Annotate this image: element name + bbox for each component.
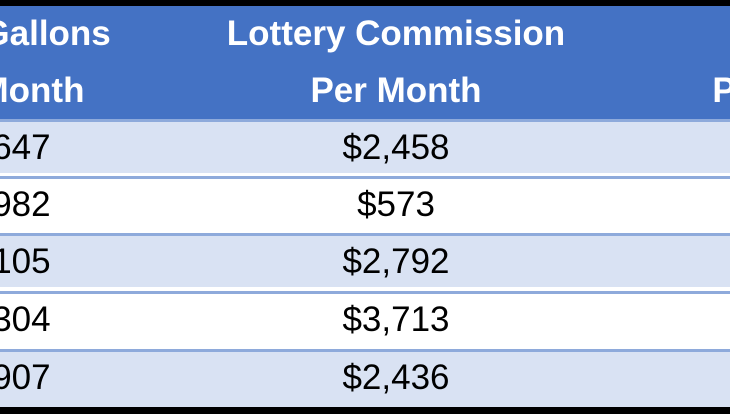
header-third-line1: B (610, 6, 730, 62)
cell-commission: $2,436 (342, 358, 450, 397)
table-header: e Gallons Month Lottery Commission Per M… (0, 6, 730, 119)
cell-gallons: 1,907 (0, 358, 51, 397)
table-row: 1,105 $2,792 (0, 233, 730, 287)
cell-commission: $2,792 (342, 242, 450, 281)
table-bottom-border (0, 407, 730, 414)
cell-gallons: 1,982 (0, 185, 51, 224)
table-row: 1,907 $2,436 (0, 349, 730, 407)
cell-gallons: 1,647 (0, 128, 51, 167)
header-gallons-line2: Month (0, 71, 85, 110)
cell-commission: $573 (357, 185, 435, 224)
header-commission-line2: Per Month (310, 71, 482, 110)
table-top-border (0, 0, 730, 6)
table-row: 1,982 $573 (0, 176, 730, 230)
cell-gallons: 1,105 (0, 242, 51, 281)
cell-gallons: 1,304 (0, 300, 51, 339)
header-commission-line1: Lottery Commission (226, 14, 566, 53)
header-third-line2: Per M (712, 71, 730, 110)
cell-commission: $3,713 (342, 300, 450, 339)
table-row: 1,647 $2,458 (0, 119, 730, 173)
header-gallons-line1: e Gallons (0, 14, 111, 53)
cell-commission: $2,458 (342, 128, 450, 167)
table-row: 1,304 $3,713 (0, 291, 730, 345)
